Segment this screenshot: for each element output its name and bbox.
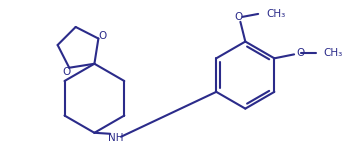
Text: O: O [63, 67, 71, 77]
Text: O: O [234, 12, 243, 22]
Text: O: O [99, 31, 107, 41]
Text: CH₃: CH₃ [266, 9, 285, 19]
Text: NH: NH [108, 133, 124, 143]
Text: O: O [296, 48, 304, 58]
Text: CH₃: CH₃ [324, 48, 343, 58]
